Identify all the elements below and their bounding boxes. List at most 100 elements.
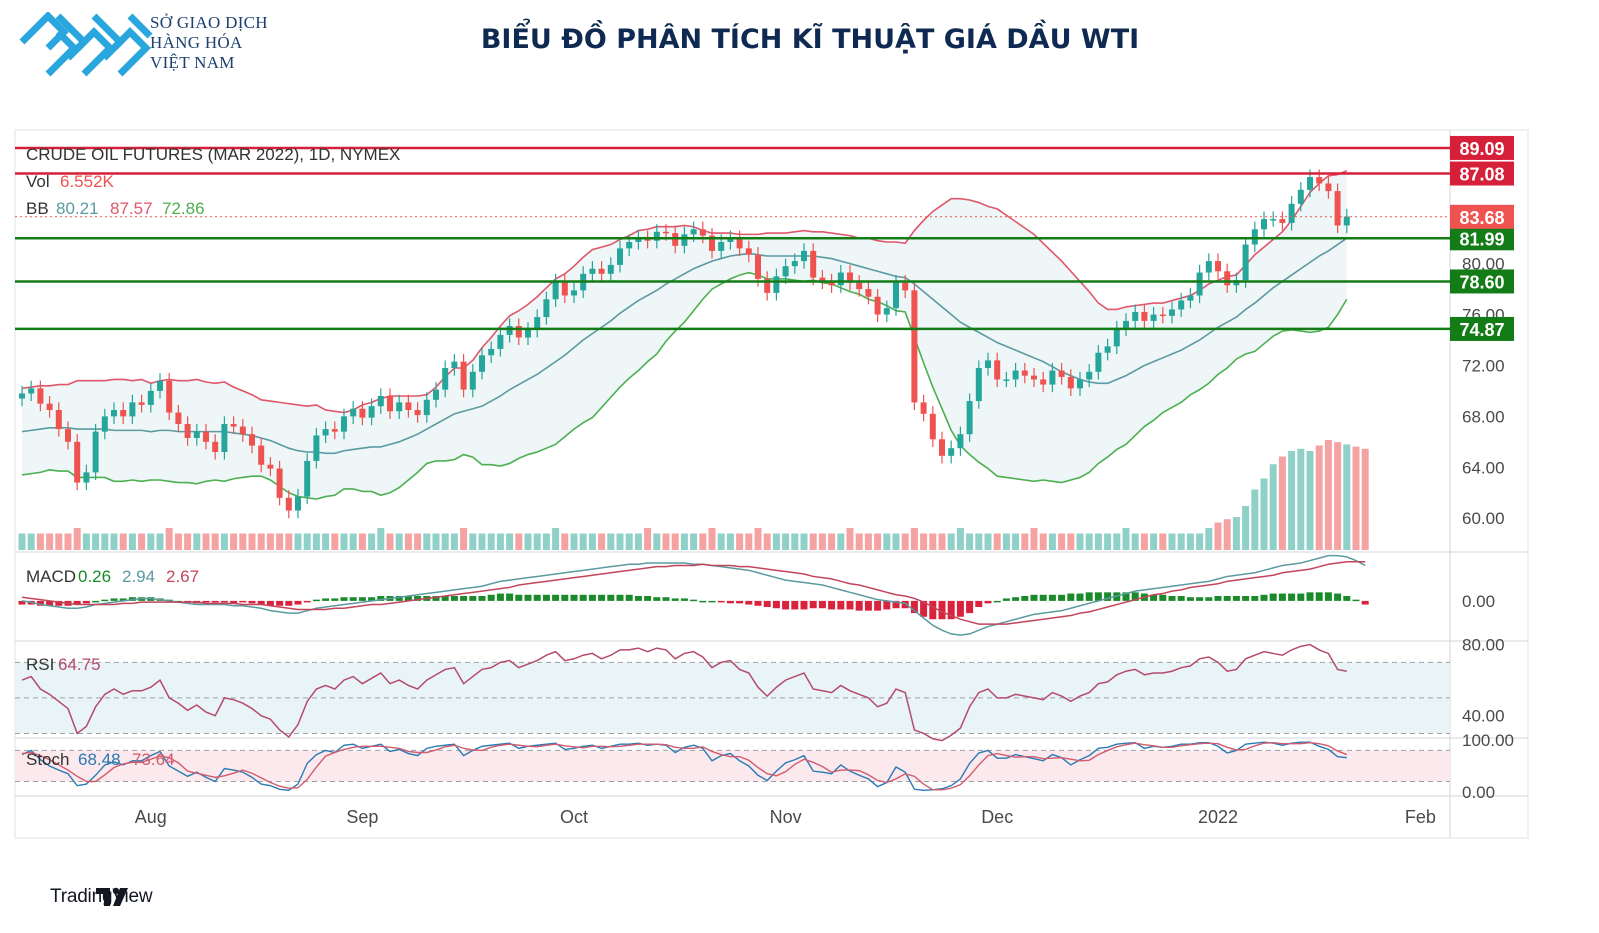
macd-histogram-bar xyxy=(708,600,716,603)
volume-bar xyxy=(837,533,845,550)
volume-bar xyxy=(55,533,63,550)
volume-bar xyxy=(331,533,339,550)
macd-histogram-bar xyxy=(855,600,863,611)
macd-histogram-bar xyxy=(1278,593,1286,601)
volume-bar xyxy=(349,533,357,550)
macd-histogram-bar xyxy=(598,594,606,601)
macd-histogram-bar xyxy=(542,594,550,601)
candle-body xyxy=(1288,203,1295,223)
candle-body xyxy=(865,289,872,297)
candle-body xyxy=(1104,346,1111,353)
stoch-d-line xyxy=(21,741,1348,791)
volume-bar xyxy=(754,528,762,550)
candle-body xyxy=(653,231,660,241)
candle-body xyxy=(1012,370,1019,380)
volume-bar xyxy=(1067,533,1075,550)
macd-histogram-bar xyxy=(73,600,81,605)
volume-bar xyxy=(993,533,1001,550)
candle-body xyxy=(1270,219,1277,221)
bb-lower-line xyxy=(21,271,1348,500)
candle-body xyxy=(193,431,200,438)
candle-body xyxy=(1040,379,1047,385)
volume-bar xyxy=(119,533,127,550)
macd-histogram-bar xyxy=(818,600,826,609)
macd-histogram-bar xyxy=(110,598,118,601)
volume-bar xyxy=(1361,448,1369,550)
volume-bar xyxy=(506,533,514,550)
volume-bar xyxy=(303,533,311,550)
macd-histogram-bar xyxy=(736,600,744,604)
candle-body xyxy=(1021,370,1028,376)
candle-body xyxy=(727,238,734,242)
candle-body xyxy=(230,424,237,427)
candle-body xyxy=(1150,314,1157,321)
candle-body xyxy=(442,368,449,390)
candle-body xyxy=(939,439,945,456)
rsi-value: 64.75 xyxy=(58,655,101,674)
rsi-tick-label: 40.00 xyxy=(1462,707,1505,726)
volume-bar xyxy=(377,528,385,550)
candle-body xyxy=(764,278,771,293)
candle-body xyxy=(883,308,890,315)
volume-bar xyxy=(27,533,35,550)
macd-histogram-bar xyxy=(726,600,734,604)
macd-histogram-bar xyxy=(276,600,284,606)
time-axis-label: Oct xyxy=(560,807,588,827)
macd-histogram-bar xyxy=(294,600,302,605)
macd-histogram-bar xyxy=(1058,594,1066,601)
candle-body xyxy=(1132,312,1139,321)
macd-histogram-bar xyxy=(1177,596,1185,601)
macd-histogram-bar xyxy=(1205,597,1213,601)
macd-histogram-bar xyxy=(552,594,560,601)
candle-body xyxy=(203,431,209,442)
macd-histogram-bar xyxy=(1324,592,1332,601)
macd-histogram-bar xyxy=(1159,594,1167,601)
macd-histogram-bar xyxy=(239,600,247,603)
macd-histogram-bar xyxy=(82,600,90,604)
candle-body xyxy=(46,403,53,410)
volume-bar xyxy=(202,533,210,550)
macd-histogram-bar xyxy=(1067,593,1075,601)
volume-bar xyxy=(1269,464,1277,550)
macd-histogram-bar xyxy=(524,594,532,601)
page-title: BIỂU ĐỒ PHÂN TÍCH KĨ THUẬT GIÁ DẦU WTI xyxy=(480,24,1140,55)
resistance-level-tag xyxy=(1450,161,1514,186)
candle-body xyxy=(709,235,715,251)
volume-bar xyxy=(1058,533,1066,550)
volume-bar xyxy=(846,528,854,550)
volume-bar xyxy=(257,533,265,550)
candle-body xyxy=(212,441,219,452)
macd-histogram-bar xyxy=(1269,593,1277,601)
candle-body xyxy=(37,388,44,404)
candle-body xyxy=(1224,271,1231,286)
volume-bar xyxy=(1168,533,1176,550)
candle-body xyxy=(810,250,817,278)
volume-bar xyxy=(358,533,366,550)
volume-bar xyxy=(469,533,477,550)
macd-histogram-bar xyxy=(404,596,412,601)
candle-body xyxy=(469,371,476,390)
volume-bar xyxy=(395,533,403,550)
candle-body xyxy=(893,282,899,309)
macd-histogram-bar xyxy=(1168,596,1176,601)
stoch-k-line xyxy=(21,741,1347,792)
volume-bar xyxy=(570,533,578,550)
candle-body xyxy=(1077,379,1083,389)
candle-body xyxy=(525,329,531,338)
candle-body xyxy=(1031,375,1037,380)
volume-bar xyxy=(929,533,937,550)
volume-bar xyxy=(230,533,238,550)
candle-body xyxy=(745,248,752,255)
bb-basis-value: 80.21 xyxy=(56,199,99,218)
volume-bar xyxy=(248,533,256,550)
candle-body xyxy=(341,416,347,432)
macd-histogram-bar xyxy=(883,600,891,610)
volume-bar xyxy=(156,533,164,550)
candle-body xyxy=(488,348,495,356)
candle-body xyxy=(699,229,706,236)
stoch-label: Stoch xyxy=(26,750,69,769)
volume-bar xyxy=(533,533,541,550)
candle-body xyxy=(147,390,154,405)
macd-histogram-bar xyxy=(1196,597,1204,601)
